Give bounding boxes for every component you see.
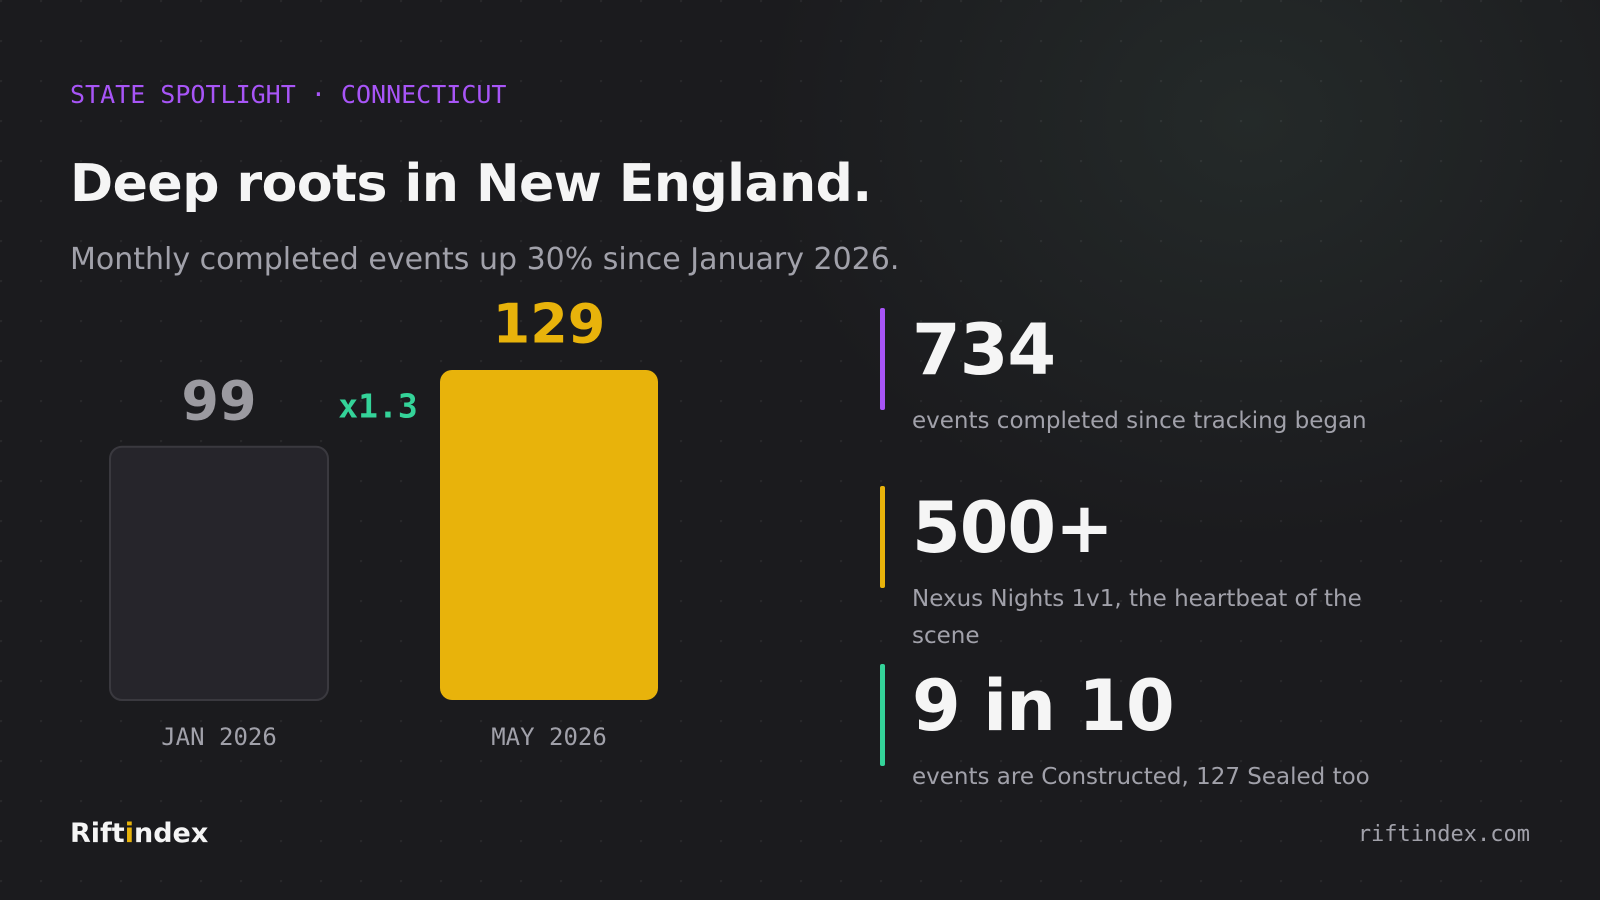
stat-label: events completed since tracking began [912, 408, 1367, 434]
stat-value: 9 in 10 [912, 665, 1175, 747]
bar [440, 370, 658, 700]
category-label: MAY 2026 [491, 723, 607, 751]
bar [109, 445, 329, 701]
category-label: JAN 2026 [161, 723, 277, 751]
stat-label: events are Constructed, 127 Sealed too [912, 764, 1370, 790]
title: Deep roots in New England. [70, 154, 872, 214]
stat-accent [880, 308, 885, 410]
brand-part: i [124, 818, 134, 849]
stat-accent [880, 664, 885, 766]
stat-accent [880, 486, 885, 588]
brand-part: Rift [70, 818, 125, 849]
subtitle: Monthly completed events up 30% since Ja… [70, 242, 900, 277]
url: riftindex.com [1357, 822, 1530, 847]
brand-part: ndex [133, 818, 209, 849]
eyebrow: STATE SPOTLIGHT · CONNECTICUT [70, 80, 507, 109]
stat-value: 500+ [912, 487, 1114, 569]
stat-value: 734 [912, 309, 1056, 391]
value-label: 129 [493, 293, 606, 356]
annotation: x1.3 [338, 387, 417, 426]
brand: Riftindex [70, 818, 208, 849]
value-label: 99 [181, 369, 256, 432]
stat-label: Nexus Nights 1v1, the heartbeat of the s… [912, 586, 1362, 649]
